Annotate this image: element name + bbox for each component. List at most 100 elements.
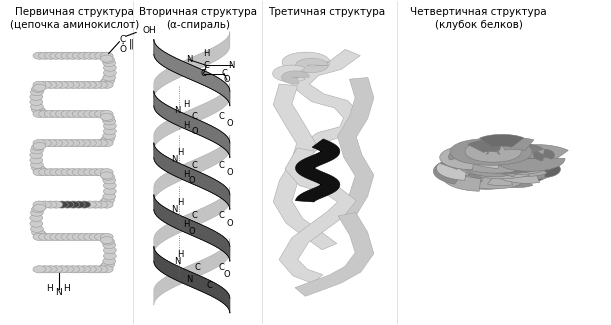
Circle shape (61, 233, 74, 240)
Polygon shape (450, 138, 532, 165)
Polygon shape (533, 149, 554, 161)
Polygon shape (448, 149, 470, 160)
Circle shape (95, 81, 108, 88)
Circle shape (89, 81, 102, 88)
Circle shape (103, 74, 115, 81)
Circle shape (33, 111, 46, 118)
Circle shape (30, 93, 43, 100)
Polygon shape (440, 145, 509, 170)
Text: O: O (227, 218, 233, 227)
Circle shape (100, 78, 113, 85)
Polygon shape (295, 213, 374, 296)
Circle shape (30, 98, 43, 106)
Text: O: O (189, 227, 195, 236)
Circle shape (101, 114, 114, 122)
Text: N: N (174, 106, 180, 115)
Circle shape (33, 108, 46, 115)
Polygon shape (469, 177, 500, 189)
Circle shape (84, 139, 97, 147)
Circle shape (95, 169, 108, 176)
Circle shape (100, 201, 113, 208)
Circle shape (103, 177, 115, 184)
Circle shape (100, 169, 113, 176)
Polygon shape (491, 157, 540, 183)
Polygon shape (499, 138, 534, 150)
Circle shape (101, 56, 114, 63)
Circle shape (103, 69, 116, 76)
Polygon shape (470, 147, 490, 159)
Text: H: H (177, 199, 183, 207)
Circle shape (84, 81, 97, 88)
Circle shape (72, 169, 85, 176)
Circle shape (67, 266, 79, 273)
Circle shape (32, 205, 45, 213)
Polygon shape (458, 156, 479, 169)
Circle shape (100, 136, 113, 144)
Circle shape (103, 59, 115, 67)
Polygon shape (536, 156, 557, 171)
Circle shape (103, 132, 115, 139)
Text: C: C (218, 112, 224, 121)
Polygon shape (459, 170, 525, 189)
Circle shape (84, 201, 97, 208)
Circle shape (44, 201, 57, 208)
Polygon shape (296, 58, 328, 72)
Circle shape (95, 201, 108, 208)
Circle shape (32, 85, 45, 92)
Polygon shape (273, 65, 306, 82)
Circle shape (33, 139, 46, 147)
Circle shape (95, 111, 108, 118)
Text: N: N (186, 55, 192, 64)
Circle shape (32, 229, 45, 236)
Circle shape (67, 139, 79, 147)
Circle shape (44, 233, 57, 240)
Polygon shape (458, 153, 500, 176)
Polygon shape (296, 139, 340, 202)
Circle shape (49, 201, 63, 208)
Text: C: C (218, 211, 224, 220)
Circle shape (67, 169, 79, 176)
Polygon shape (493, 158, 547, 176)
Circle shape (61, 266, 74, 273)
Circle shape (100, 52, 113, 59)
Polygon shape (154, 91, 230, 158)
Polygon shape (480, 135, 524, 147)
Circle shape (56, 139, 68, 147)
Circle shape (101, 261, 114, 268)
Circle shape (33, 84, 46, 91)
Polygon shape (524, 144, 543, 156)
Circle shape (78, 111, 90, 118)
Text: H: H (64, 284, 70, 293)
Circle shape (33, 81, 46, 88)
Circle shape (78, 201, 90, 208)
Text: C: C (203, 61, 210, 70)
Circle shape (67, 52, 79, 59)
Circle shape (103, 193, 115, 200)
Circle shape (38, 169, 51, 176)
Circle shape (100, 263, 113, 270)
Circle shape (38, 139, 51, 147)
Polygon shape (154, 32, 230, 98)
Circle shape (67, 233, 79, 240)
Polygon shape (282, 52, 330, 72)
Circle shape (103, 123, 116, 129)
Text: C: C (218, 161, 224, 170)
Circle shape (100, 81, 113, 88)
Polygon shape (483, 154, 533, 175)
Circle shape (100, 172, 113, 179)
Circle shape (49, 111, 63, 118)
Circle shape (78, 139, 90, 147)
Circle shape (101, 136, 114, 143)
Circle shape (72, 139, 85, 147)
Circle shape (103, 64, 116, 71)
Circle shape (72, 81, 85, 88)
Circle shape (84, 233, 97, 240)
Circle shape (56, 52, 68, 59)
Text: H: H (177, 148, 183, 157)
Circle shape (101, 173, 114, 180)
Polygon shape (436, 163, 467, 180)
Circle shape (100, 113, 113, 121)
Circle shape (44, 266, 57, 273)
Circle shape (31, 225, 43, 232)
Circle shape (78, 233, 90, 240)
